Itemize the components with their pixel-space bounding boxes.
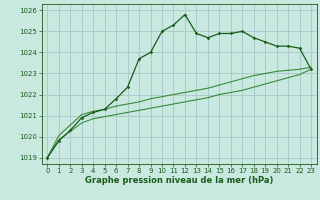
X-axis label: Graphe pression niveau de la mer (hPa): Graphe pression niveau de la mer (hPa)	[85, 176, 273, 185]
